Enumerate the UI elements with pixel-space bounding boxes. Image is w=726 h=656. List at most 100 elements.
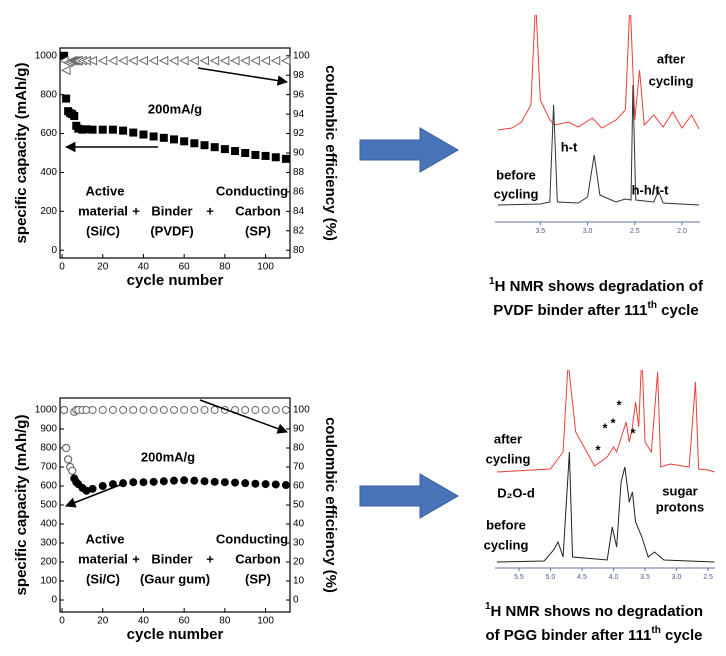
point <box>241 479 250 488</box>
y2-tick-label: 40 <box>293 519 305 530</box>
y2-tick-label: 86 <box>293 187 305 198</box>
x-tick-label: 3.5 <box>640 574 650 581</box>
point <box>128 55 138 66</box>
x-tick-label: 100 <box>257 262 274 273</box>
axis-arrow <box>65 482 126 508</box>
x-tick-label: 3.0 <box>583 228 593 235</box>
x-tick-label: 5.0 <box>546 574 556 581</box>
y-tick-label: 1000 <box>35 50 58 61</box>
annotation: material <box>78 203 128 218</box>
y2-tick-label: 50 <box>293 500 305 511</box>
annotation: (SP) <box>245 223 271 238</box>
annotation: (Gaur gum) <box>140 571 210 586</box>
x-tick-label: 0 <box>59 262 65 273</box>
y-tick-label: 1000 <box>35 405 58 416</box>
y-tick-label: 900 <box>40 424 57 435</box>
x-tick-label: 80 <box>219 616 231 627</box>
point <box>64 455 73 464</box>
x-tick-label: 2.5 <box>703 574 713 581</box>
caption-text: H NMR shows no degradation <box>491 603 704 620</box>
point <box>240 55 250 66</box>
point <box>139 130 148 139</box>
point <box>88 125 97 134</box>
spectrum <box>497 84 700 206</box>
annotation: (Si/C) <box>86 571 120 586</box>
point <box>107 55 118 66</box>
annotation: h-h/t-t <box>632 182 669 197</box>
point <box>149 132 158 141</box>
annotation: 200mA/g <box>141 449 195 464</box>
annotation: cycling <box>494 186 539 201</box>
point <box>200 405 209 414</box>
y2-tick-label: 80 <box>293 443 305 454</box>
point <box>231 147 240 156</box>
caption-text: PVDF binder after 111 <box>493 302 647 319</box>
point <box>180 476 189 485</box>
point <box>199 55 210 66</box>
spectrum <box>496 451 715 563</box>
annotation: (SP) <box>245 571 271 586</box>
y-tick-label: 100 <box>40 576 57 587</box>
x-tick-label: 3.0 <box>672 574 682 581</box>
y-tick-label: 0 <box>51 595 57 606</box>
caption-text: of PGG binder after 111 <box>485 627 651 644</box>
point <box>179 55 189 66</box>
point <box>129 128 138 137</box>
caption: of PGG binder after 111th cycle <box>485 625 702 644</box>
point <box>139 405 148 414</box>
y2-tick-label: 94 <box>293 109 305 120</box>
y2-tick-label: 92 <box>293 128 305 139</box>
annotation: Carbon <box>235 551 281 566</box>
y2-tick-label: 88 <box>293 167 305 178</box>
point <box>271 405 280 414</box>
caption-superscript: 1 <box>489 276 495 287</box>
point <box>220 145 229 154</box>
point <box>281 405 290 414</box>
y2-tick-label: 96 <box>293 89 305 100</box>
y2-tick-label: 0 <box>293 595 299 606</box>
point <box>158 55 169 66</box>
point <box>180 405 189 414</box>
point <box>138 55 148 66</box>
point <box>119 126 128 135</box>
point <box>62 443 71 452</box>
y2-tick-label: 90 <box>293 148 305 159</box>
annotation: after <box>657 51 685 66</box>
point <box>241 405 250 414</box>
point <box>219 55 230 66</box>
y2-tick-label: 100 <box>293 405 310 416</box>
point <box>60 65 71 76</box>
y2-axis-title: coulombic efficiency (%) <box>322 417 339 593</box>
x-tick-label: 2.5 <box>630 228 640 235</box>
x-tick-label: 40 <box>138 262 150 273</box>
caption: 1H NMR shows degradation of <box>489 276 704 295</box>
point <box>190 139 199 148</box>
point <box>98 405 107 414</box>
y2-tick-label: 70 <box>293 462 305 473</box>
point <box>139 478 148 487</box>
point <box>68 466 77 475</box>
spectrum <box>497 15 700 131</box>
point <box>271 153 280 162</box>
point <box>280 55 291 66</box>
x-tick-label: 60 <box>179 262 191 273</box>
point <box>98 125 107 134</box>
point <box>169 405 178 414</box>
x-tick-label: 4.0 <box>609 574 619 581</box>
point <box>88 405 97 414</box>
point <box>261 480 270 489</box>
point <box>250 55 260 66</box>
x-tick-label: 20 <box>97 616 109 627</box>
point <box>281 154 290 163</box>
annotation: Conducting <box>216 531 288 546</box>
x-tick-label: 0 <box>59 616 65 627</box>
annotation: (PVDF) <box>150 223 193 238</box>
annotation: * <box>595 442 601 457</box>
y-tick-label: 400 <box>40 519 57 530</box>
point <box>200 477 209 486</box>
y2-tick-label: 20 <box>293 557 305 568</box>
x-axis-title: cycle number <box>127 272 224 289</box>
y-tick-label: 300 <box>40 538 57 549</box>
annotation: Active <box>85 183 124 198</box>
point <box>159 133 168 142</box>
